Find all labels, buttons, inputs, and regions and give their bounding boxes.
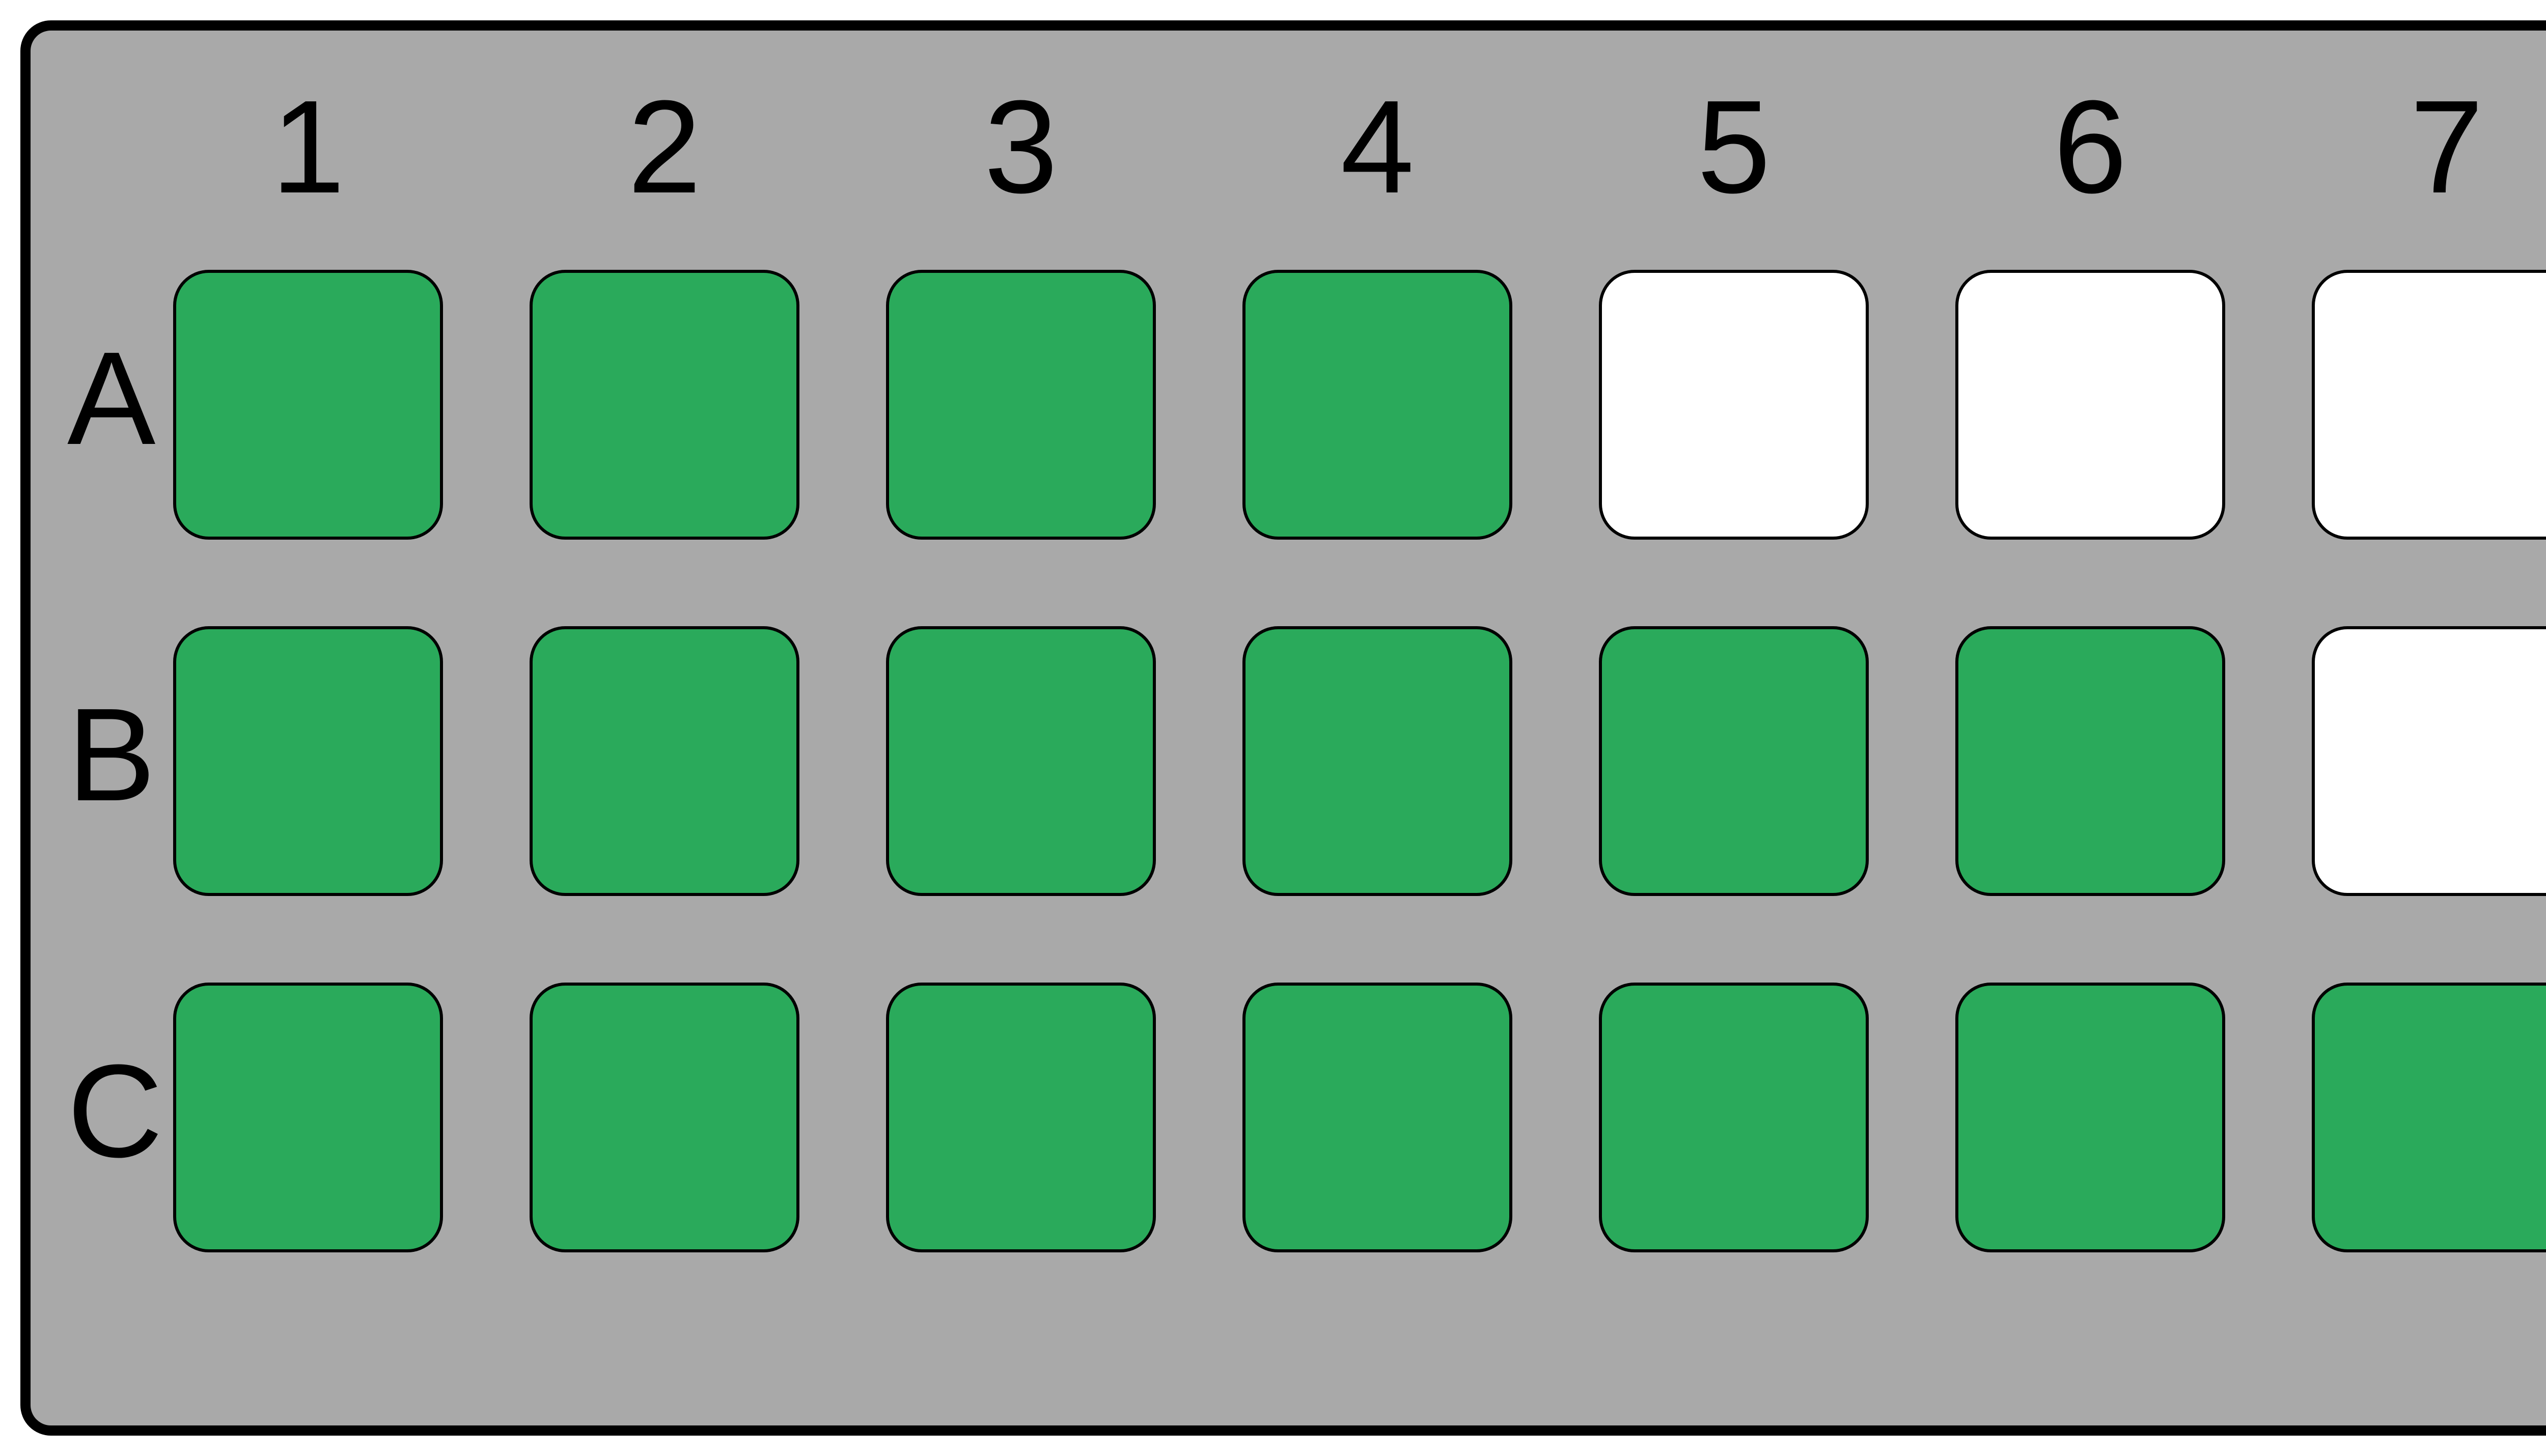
col-label-1: 1 [155,71,461,223]
cell-A2[interactable] [530,270,799,540]
grid-panel: 12345678910ABC [20,20,2546,1436]
col-label-6: 6 [1938,71,2243,223]
row-label-C: C [67,1035,163,1188]
cell-B2[interactable] [530,626,799,896]
cell-C5[interactable] [1599,983,1869,1252]
cell-B5[interactable] [1599,626,1869,896]
cell-C1[interactable] [173,983,443,1252]
cell-B1[interactable] [173,626,443,896]
row-label-B: B [67,679,155,831]
cell-A5[interactable] [1599,270,1869,540]
col-label-4: 4 [1225,71,1530,223]
col-label-2: 2 [512,71,817,223]
cell-A3[interactable] [886,270,1156,540]
cell-A4[interactable] [1242,270,1512,540]
cell-C4[interactable] [1242,983,1512,1252]
col-label-3: 3 [868,71,1174,223]
col-label-7: 7 [2294,71,2546,223]
row-label-A: A [67,323,155,475]
cell-C7[interactable] [2312,983,2546,1252]
col-label-5: 5 [1581,71,1887,223]
cell-A7[interactable] [2312,270,2546,540]
cell-C6[interactable] [1955,983,2225,1252]
cell-B7[interactable] [2312,626,2546,896]
cell-A1[interactable] [173,270,443,540]
cell-B3[interactable] [886,626,1156,896]
cell-B6[interactable] [1955,626,2225,896]
cell-C3[interactable] [886,983,1156,1252]
cell-C2[interactable] [530,983,799,1252]
cell-B4[interactable] [1242,626,1512,896]
cell-A6[interactable] [1955,270,2225,540]
